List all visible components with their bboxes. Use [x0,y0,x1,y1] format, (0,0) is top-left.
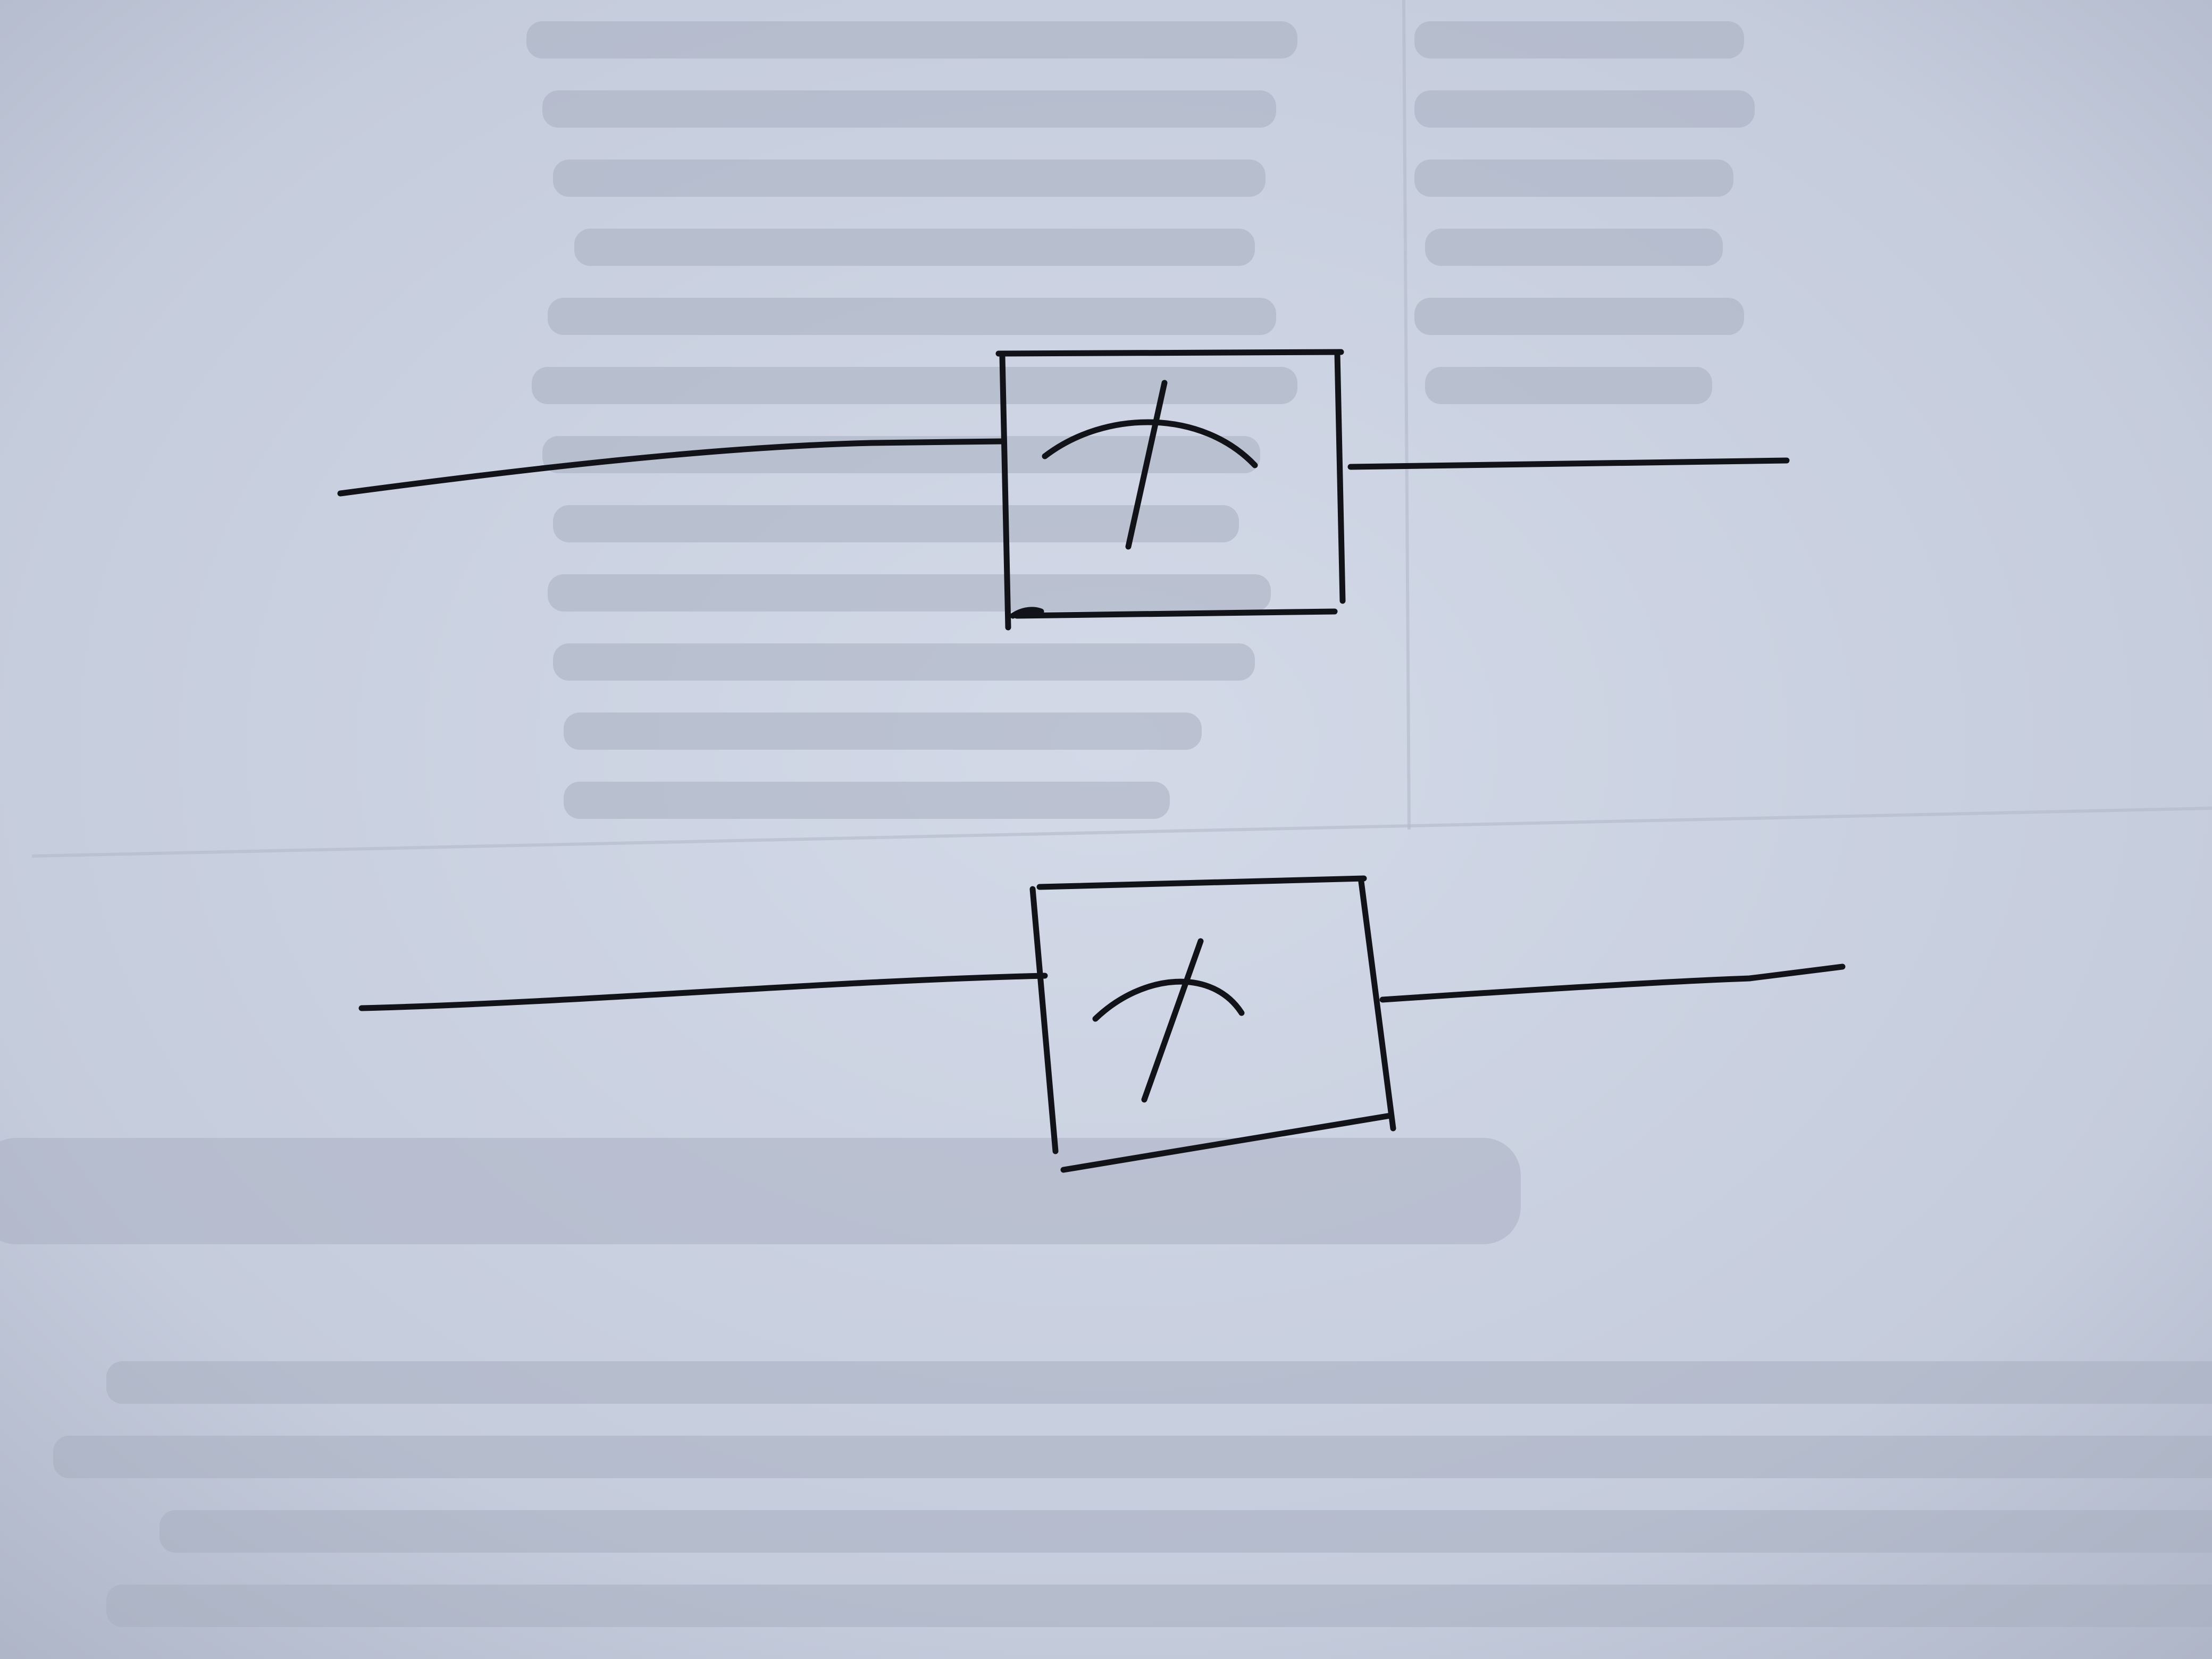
wire-left-top [337,438,1006,497]
wire-right-bottom [1379,963,1846,1003]
show-through-rule [31,807,2212,858]
show-through-texture [0,21,2212,1627]
meter-gauge-icon [1042,380,1258,550]
wire-right-top [1347,457,1790,470]
meter-box-top [995,349,1346,631]
wire-left-bottom [358,973,1048,1011]
meter-symbol-bottom [358,875,1846,1173]
meter-gauge-icon [1092,938,1245,1103]
show-through-rule [1402,0,1411,830]
meter-symbol-top [337,349,1790,631]
meter-box-bottom [1029,875,1396,1173]
